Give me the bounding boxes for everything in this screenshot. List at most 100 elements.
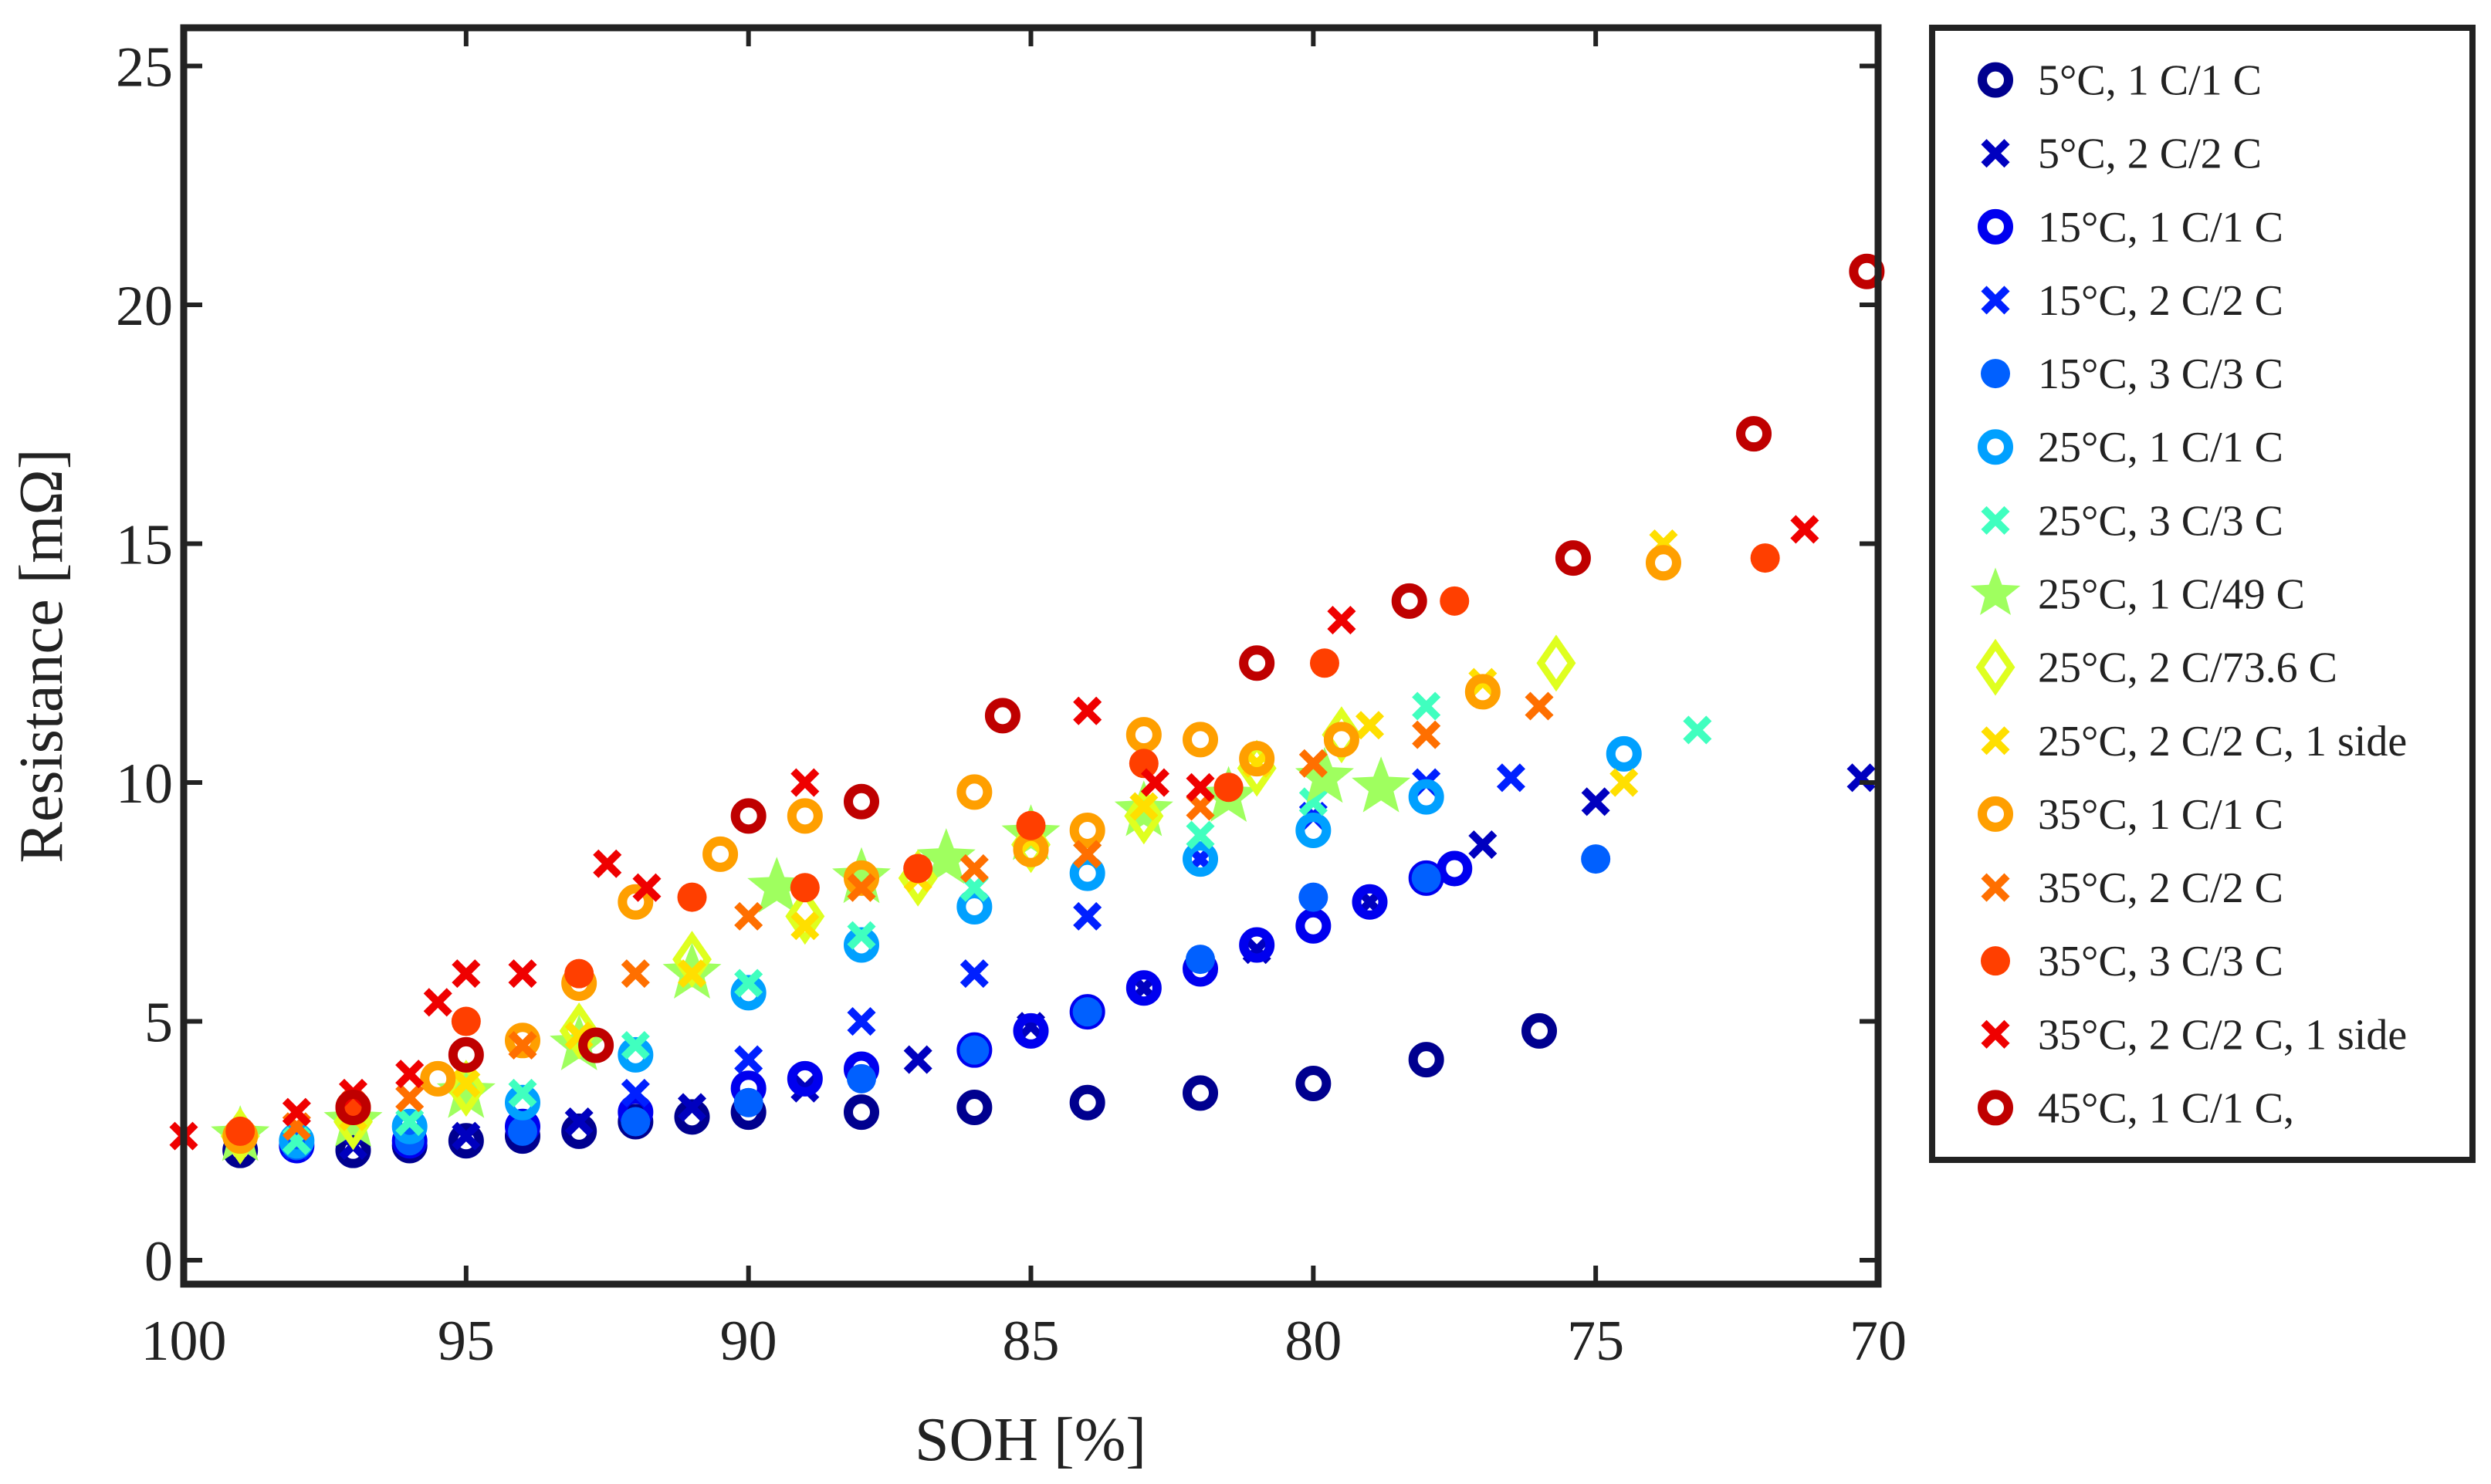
- legend-label: 25°C, 2 C/2 C, 1 side: [2038, 718, 2407, 766]
- y-tick-label: 15: [116, 514, 173, 577]
- data-point: [621, 959, 650, 989]
- legend-marker: [1978, 1090, 2013, 1126]
- data-point: [621, 1030, 650, 1060]
- legend-label: 35°C, 2 C/2 C, 1 side: [2038, 1011, 2407, 1059]
- data-point: [1072, 997, 1102, 1027]
- data-point: [1069, 855, 1105, 891]
- x-axis-label: SOH [%]: [915, 1406, 1146, 1474]
- data-point: [1521, 1012, 1557, 1049]
- data-point: [956, 1089, 993, 1125]
- data-point: [1352, 756, 1411, 813]
- data-point: [1073, 901, 1102, 931]
- data-point: [956, 774, 993, 810]
- x-tick-label: 70: [1850, 1310, 1907, 1373]
- legend-label: 5°C, 2 C/2 C: [2038, 130, 2262, 178]
- legend-item: 25°C, 1 C/49 C: [1970, 567, 2305, 619]
- data-point: [1069, 812, 1105, 848]
- data-point: [956, 888, 993, 925]
- data-point: [436, 1062, 496, 1118]
- data-point: [1239, 741, 1275, 777]
- legend-item: 15°C, 3 C/3 C: [1981, 350, 2283, 398]
- data-point: [1125, 970, 1162, 1006]
- data-point: [508, 959, 537, 989]
- legend-marker: [1978, 429, 2013, 465]
- data-point: [1069, 1084, 1105, 1121]
- legend-marker: [1970, 567, 2021, 615]
- x-tick-label: 80: [1284, 1310, 1342, 1373]
- data-point: [1309, 648, 1339, 678]
- data-point: [1298, 787, 1328, 816]
- data-point: [1073, 696, 1102, 725]
- data-point: [1298, 749, 1328, 778]
- data-point: [847, 873, 876, 902]
- data-point: [984, 698, 1020, 734]
- y-tick-label: 5: [144, 992, 173, 1055]
- data-point: [785, 887, 825, 945]
- legend-marker: [1978, 796, 2013, 832]
- legend-item: 15°C, 1 C/1 C: [1978, 204, 2283, 252]
- data-point: [395, 1107, 425, 1137]
- data-point: [1411, 863, 1441, 893]
- data-point: [1496, 763, 1525, 793]
- data-point: [1129, 749, 1159, 779]
- legend-item: 15°C, 2 C/2 C: [1981, 277, 2283, 325]
- data-point: [733, 1087, 763, 1117]
- data-point: [1298, 882, 1328, 912]
- data-point: [787, 1060, 823, 1097]
- data-point: [448, 1036, 484, 1073]
- legend-item: 35°C, 3 C/3 C: [1981, 938, 2283, 985]
- data-point: [1391, 583, 1427, 619]
- data-point: [844, 1094, 879, 1131]
- data-point: [1183, 841, 1218, 877]
- data-point: [847, 1007, 876, 1036]
- legend-marker: [1981, 1019, 2010, 1049]
- legend-label: 45°C, 1 C/1 C,: [2038, 1084, 2294, 1132]
- y-tick-label: 10: [116, 752, 173, 816]
- data-point: [1295, 1066, 1332, 1102]
- y-tick-label: 25: [116, 36, 173, 100]
- legend-label: 5°C, 1 C/1 C: [2038, 57, 2262, 105]
- data-point: [1125, 717, 1162, 753]
- data-point: [282, 1097, 311, 1127]
- data-point: [1468, 830, 1498, 860]
- data-point: [1073, 840, 1102, 869]
- legend-item: 35°C, 2 C/2 C: [1981, 864, 2283, 912]
- data-point: [1412, 691, 1441, 721]
- data-point: [1186, 945, 1215, 975]
- data-point: [790, 768, 820, 797]
- data-point: [960, 959, 989, 989]
- data-point: [677, 959, 707, 989]
- legend-item: 25°C, 3 C/3 C: [1981, 497, 2283, 545]
- legend-marker: [1975, 638, 2015, 696]
- data-point: [1183, 1075, 1218, 1111]
- data-point: [1408, 1042, 1444, 1078]
- legend: 5°C, 1 C/1 C 5°C, 2 C/2 C 15°C, 1 C/1 C 15°…: [1929, 25, 2476, 1163]
- data-point: [423, 988, 452, 1017]
- data-point: [747, 857, 807, 913]
- legend-item: 5°C, 1 C/1 C: [1978, 57, 2262, 105]
- data-point: [960, 1035, 990, 1065]
- data-point: [734, 1045, 763, 1074]
- axes: 100 95 90 85 80 75 70 0 5 10 15 20 25: [116, 24, 1907, 1373]
- legend-marker: [1981, 359, 2010, 389]
- data-point: [593, 849, 622, 878]
- data-point: [1606, 735, 1642, 772]
- data-point: [1295, 812, 1332, 848]
- data-markers: [169, 253, 1885, 1168]
- legend-marker: [1981, 873, 2010, 902]
- x-tick-label: 100: [141, 1310, 227, 1373]
- x-ticks: 100 95 90 85 80 75 70: [141, 28, 1907, 1373]
- data-point: [395, 1083, 425, 1113]
- data-point: [1355, 711, 1385, 740]
- legend-label: 35°C, 2 C/2 C: [2038, 864, 2283, 912]
- data-point: [1440, 586, 1470, 616]
- data-point: [847, 921, 876, 950]
- data-point: [1683, 715, 1712, 745]
- data-point: [395, 1060, 425, 1089]
- data-point: [677, 1093, 707, 1122]
- data-point: [1846, 763, 1876, 793]
- y-ticks: 0 5 10 15 20 25: [116, 36, 1878, 1293]
- legend-marker: [1978, 62, 2013, 98]
- data-point: [960, 854, 989, 883]
